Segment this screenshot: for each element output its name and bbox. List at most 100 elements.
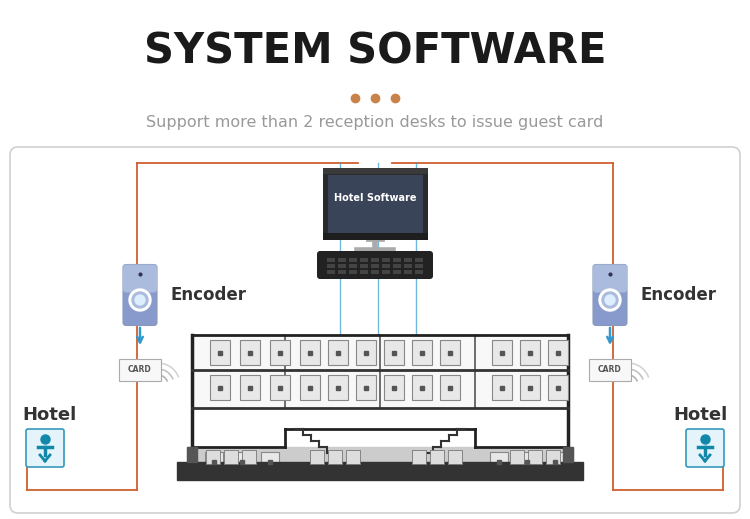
FancyBboxPatch shape (384, 340, 404, 365)
Polygon shape (192, 335, 568, 370)
FancyBboxPatch shape (349, 258, 357, 262)
FancyBboxPatch shape (490, 452, 508, 472)
FancyBboxPatch shape (310, 450, 324, 464)
FancyBboxPatch shape (440, 375, 460, 400)
FancyBboxPatch shape (360, 270, 368, 274)
Circle shape (135, 295, 145, 305)
FancyBboxPatch shape (448, 450, 462, 464)
FancyBboxPatch shape (210, 375, 230, 400)
Circle shape (599, 289, 621, 311)
FancyBboxPatch shape (412, 340, 432, 365)
FancyBboxPatch shape (412, 375, 432, 400)
Text: Hotel Software: Hotel Software (334, 193, 416, 203)
Polygon shape (177, 462, 583, 480)
FancyBboxPatch shape (206, 450, 220, 464)
FancyBboxPatch shape (119, 359, 161, 381)
FancyBboxPatch shape (356, 375, 376, 400)
Polygon shape (563, 447, 573, 462)
FancyBboxPatch shape (412, 450, 426, 464)
FancyBboxPatch shape (510, 450, 524, 464)
FancyBboxPatch shape (546, 452, 564, 472)
FancyBboxPatch shape (518, 452, 536, 472)
FancyBboxPatch shape (300, 375, 320, 400)
FancyBboxPatch shape (338, 264, 346, 268)
FancyBboxPatch shape (328, 175, 422, 233)
FancyBboxPatch shape (327, 258, 335, 262)
Polygon shape (187, 447, 573, 462)
FancyBboxPatch shape (371, 258, 379, 262)
Text: Encoder: Encoder (640, 286, 716, 304)
FancyBboxPatch shape (327, 264, 335, 268)
FancyBboxPatch shape (356, 340, 376, 365)
FancyBboxPatch shape (328, 340, 348, 365)
FancyBboxPatch shape (270, 340, 290, 365)
FancyBboxPatch shape (205, 452, 223, 472)
FancyBboxPatch shape (393, 264, 401, 268)
FancyBboxPatch shape (415, 258, 423, 262)
FancyBboxPatch shape (349, 270, 357, 274)
FancyBboxPatch shape (371, 264, 379, 268)
Polygon shape (187, 447, 197, 462)
Text: Support more than 2 reception desks to issue guest card: Support more than 2 reception desks to i… (146, 115, 604, 130)
Text: SYSTEM SOFTWARE: SYSTEM SOFTWARE (144, 31, 606, 73)
Circle shape (602, 292, 618, 308)
Text: Hotel: Hotel (22, 406, 76, 424)
FancyBboxPatch shape (415, 270, 423, 274)
FancyBboxPatch shape (26, 429, 64, 467)
FancyBboxPatch shape (240, 375, 260, 400)
FancyBboxPatch shape (328, 375, 348, 400)
FancyBboxPatch shape (548, 375, 568, 400)
FancyBboxPatch shape (382, 258, 390, 262)
FancyBboxPatch shape (338, 258, 346, 262)
Circle shape (129, 289, 151, 311)
FancyBboxPatch shape (123, 265, 157, 293)
FancyBboxPatch shape (240, 340, 260, 365)
FancyBboxPatch shape (261, 452, 279, 472)
FancyBboxPatch shape (593, 265, 627, 325)
FancyBboxPatch shape (492, 340, 512, 365)
FancyBboxPatch shape (242, 450, 256, 464)
Text: Encoder: Encoder (170, 286, 246, 304)
FancyBboxPatch shape (224, 450, 238, 464)
Circle shape (132, 292, 148, 308)
FancyBboxPatch shape (393, 270, 401, 274)
FancyBboxPatch shape (360, 258, 368, 262)
FancyBboxPatch shape (360, 264, 368, 268)
FancyBboxPatch shape (384, 375, 404, 400)
FancyBboxPatch shape (520, 375, 540, 400)
FancyBboxPatch shape (371, 270, 379, 274)
FancyBboxPatch shape (317, 251, 433, 279)
FancyBboxPatch shape (520, 340, 540, 365)
FancyBboxPatch shape (233, 452, 251, 472)
FancyBboxPatch shape (548, 340, 568, 365)
FancyBboxPatch shape (349, 264, 357, 268)
FancyBboxPatch shape (492, 375, 512, 400)
FancyBboxPatch shape (415, 264, 423, 268)
FancyBboxPatch shape (322, 168, 428, 240)
FancyBboxPatch shape (382, 270, 390, 274)
FancyBboxPatch shape (346, 450, 360, 464)
Text: CARD: CARD (128, 365, 152, 375)
FancyBboxPatch shape (440, 340, 460, 365)
FancyBboxPatch shape (270, 375, 290, 400)
Polygon shape (192, 370, 568, 408)
FancyBboxPatch shape (382, 264, 390, 268)
FancyBboxPatch shape (686, 429, 724, 467)
FancyBboxPatch shape (300, 340, 320, 365)
FancyBboxPatch shape (528, 450, 542, 464)
FancyBboxPatch shape (210, 340, 230, 365)
FancyBboxPatch shape (338, 270, 346, 274)
Text: Hotel: Hotel (674, 406, 728, 424)
FancyBboxPatch shape (393, 258, 401, 262)
FancyBboxPatch shape (404, 258, 412, 262)
FancyBboxPatch shape (10, 147, 740, 513)
FancyBboxPatch shape (430, 450, 444, 464)
FancyBboxPatch shape (322, 168, 428, 174)
Circle shape (605, 295, 615, 305)
FancyBboxPatch shape (546, 450, 560, 464)
FancyBboxPatch shape (322, 233, 428, 240)
FancyBboxPatch shape (328, 450, 342, 464)
FancyBboxPatch shape (404, 264, 412, 268)
FancyBboxPatch shape (123, 265, 157, 325)
FancyBboxPatch shape (593, 265, 627, 293)
